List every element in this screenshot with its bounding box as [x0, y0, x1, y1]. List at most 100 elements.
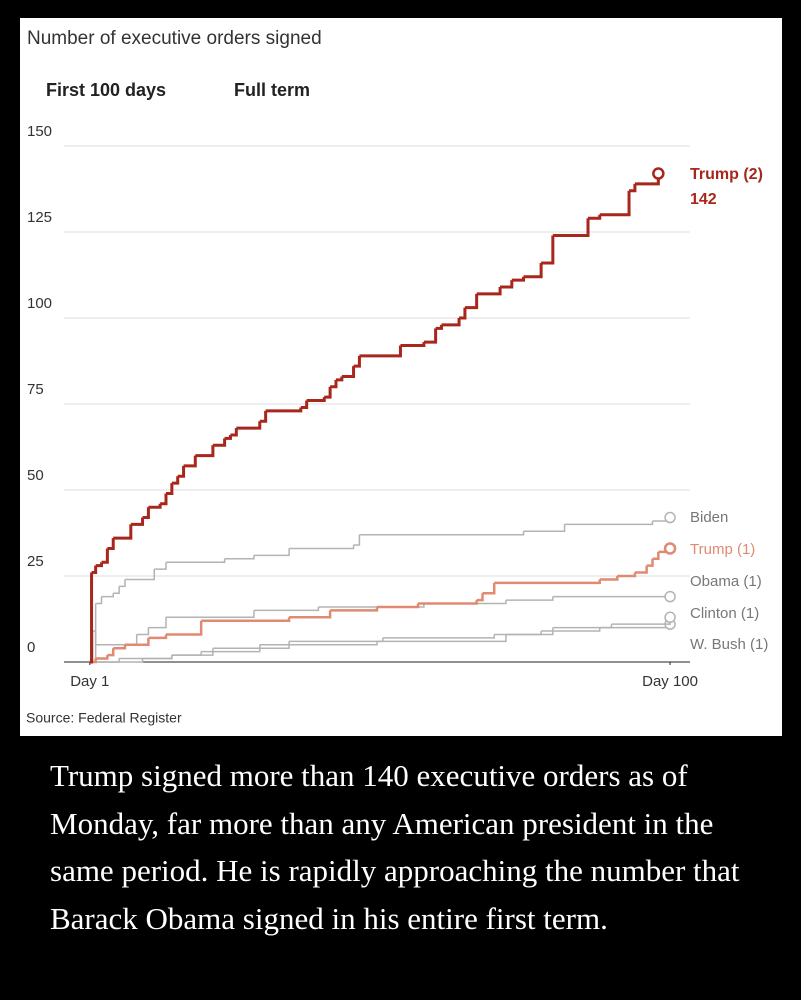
end-marker	[664, 611, 676, 624]
series-label: Biden	[690, 509, 728, 526]
step-line	[306, 397, 326, 403]
step-line	[165, 558, 226, 563]
x-tick-label: Day 1	[70, 673, 109, 690]
step-line	[259, 410, 268, 423]
step-line	[165, 610, 255, 619]
step-line	[212, 641, 290, 649]
step-line	[541, 627, 601, 632]
step-line	[101, 548, 109, 564]
end-marker	[663, 542, 677, 555]
tab[interactable]: First 100 days	[46, 80, 166, 100]
step-line	[300, 400, 309, 409]
step-line	[523, 524, 566, 533]
step-line	[494, 579, 601, 585]
step-line	[423, 328, 438, 344]
step-line	[95, 634, 138, 646]
step-line	[541, 235, 555, 265]
step-line	[107, 648, 115, 657]
step-line	[505, 596, 554, 601]
step-line	[482, 582, 496, 595]
step-line	[177, 465, 186, 478]
series-label: Clinton (1)	[690, 605, 759, 622]
step-line	[382, 634, 495, 639]
caption: Trump signed more than 140 executive ord…	[50, 758, 740, 936]
step-line	[500, 280, 514, 289]
y-tick-label: 100	[27, 295, 52, 312]
step-line	[148, 634, 168, 640]
step-line	[160, 493, 168, 506]
step-line	[165, 620, 203, 636]
step-line	[289, 610, 332, 619]
step-line	[95, 596, 103, 605]
series	[89, 590, 676, 663]
step-line	[113, 586, 120, 594]
series-label: Obama (1)	[690, 573, 762, 590]
step-line	[253, 606, 320, 612]
step-line	[259, 641, 378, 646]
series-label: W. Bush (1)	[690, 636, 768, 653]
end-marker	[664, 590, 676, 603]
chart-title: Number of executive orders signed	[27, 28, 322, 49]
chart-panel: Number of executive orders signed First …	[20, 18, 782, 736]
step-line	[183, 455, 197, 468]
series	[89, 611, 676, 663]
source: Source: Federal Register	[26, 710, 182, 726]
series-label: Trump (1)	[690, 541, 755, 558]
step-line	[617, 572, 637, 578]
step-line	[165, 483, 174, 495]
step-line	[464, 293, 479, 310]
series-label: Trump (2)	[690, 166, 763, 183]
step-line	[634, 565, 648, 574]
step-line	[476, 593, 484, 602]
step-line	[142, 507, 150, 520]
step-line	[359, 345, 402, 358]
step-line	[154, 562, 167, 570]
end-value-label: 142	[690, 191, 717, 208]
step-line	[400, 342, 426, 348]
step-line	[101, 593, 114, 598]
end-marker	[652, 167, 665, 180]
step-line	[599, 190, 631, 217]
step-line	[91, 565, 98, 575]
step-line	[353, 355, 361, 368]
y-tick-label: 0	[27, 639, 35, 656]
step-line	[494, 627, 554, 636]
step-line	[629, 183, 637, 193]
step-line	[89, 658, 144, 663]
step-line	[341, 366, 356, 378]
step-line	[652, 551, 660, 561]
step-line	[142, 655, 173, 660]
step-line	[289, 545, 355, 550]
step-line	[289, 637, 384, 643]
step-line	[171, 648, 214, 656]
step-line	[230, 428, 238, 437]
step-line	[171, 476, 180, 485]
step-line	[377, 634, 507, 643]
series	[89, 542, 677, 664]
step-line	[201, 644, 261, 653]
step-line	[330, 379, 338, 389]
step-line	[253, 548, 290, 557]
step-line	[599, 576, 619, 581]
step-line	[124, 569, 156, 581]
step-line	[212, 438, 227, 447]
step-line	[564, 520, 654, 526]
y-tick-label: 25	[27, 553, 44, 570]
step-line	[148, 617, 167, 629]
step-line	[441, 318, 461, 327]
step-line	[476, 287, 502, 296]
end-marker	[664, 511, 676, 524]
step-line	[136, 627, 150, 636]
step-line	[148, 503, 162, 509]
tab[interactable]: Full term	[234, 80, 310, 100]
y-tick-label: 125	[27, 209, 52, 226]
step-line	[113, 524, 133, 540]
y-tick-label: 50	[27, 467, 44, 484]
step-line	[236, 421, 262, 430]
step-line	[377, 603, 420, 609]
step-line	[107, 538, 115, 550]
step-line	[89, 572, 94, 664]
step-line	[335, 376, 344, 382]
y-tick-label: 75	[27, 381, 44, 398]
